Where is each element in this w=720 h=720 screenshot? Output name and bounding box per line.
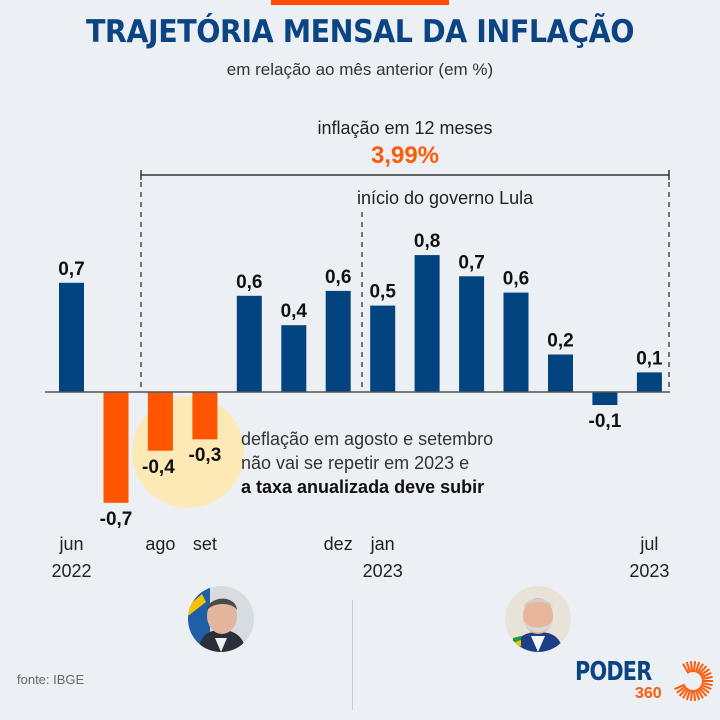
x-tick-month: jan (370, 534, 395, 554)
sun-ray (692, 689, 697, 702)
data-label: -0,4 (142, 457, 175, 478)
logo-word: PODER (575, 657, 652, 687)
lula-start-annotation: início do governo Lula (357, 188, 534, 208)
sun-ray (699, 685, 710, 694)
data-label: 0,6 (503, 269, 529, 290)
sun-ray (692, 660, 697, 673)
sun-ray (694, 661, 701, 673)
x-tick-year: 2022 (51, 561, 91, 581)
bar-abr-2023 (503, 292, 529, 392)
sun-ray (698, 665, 708, 675)
bar-jan-2023 (370, 305, 396, 392)
bar-dez-2022 (325, 290, 351, 392)
data-label: 0,1 (636, 348, 663, 369)
bar-jul-2022 (103, 392, 129, 503)
bar-jun-2022 (59, 282, 84, 392)
sunburst-icon (674, 660, 713, 702)
bar-out-2022 (236, 295, 262, 392)
sun-ray (689, 689, 694, 702)
data-label: 0,8 (414, 231, 440, 252)
top-accent-bar (271, 0, 449, 5)
deflation-line-2: não vai se repetir em 2023 e (241, 453, 470, 473)
deflation-annotation: deflação em agosto e setembro não vai se… (241, 427, 493, 499)
sun-ray (682, 688, 690, 699)
sun-ray (698, 687, 708, 697)
bar-jun-2023 (592, 392, 618, 405)
sun-ray (701, 675, 713, 681)
sun-ray (696, 663, 704, 674)
data-label: -0,1 (589, 411, 622, 432)
data-label: 0,6 (325, 267, 351, 288)
sun-ray (696, 688, 704, 699)
data-label: 0,6 (236, 272, 262, 293)
x-tick-month: jul (639, 534, 658, 554)
government-divider (352, 600, 353, 710)
inflation-12m-label: inflação em 12 meses (317, 118, 493, 138)
data-label: 0,7 (58, 259, 84, 280)
bar-ago-2022 (147, 392, 173, 451)
bar-jul-2023 (636, 372, 662, 392)
deflation-line-1: deflação em agosto e setembro (241, 429, 494, 449)
sun-ray (674, 683, 686, 691)
x-tick-month: set (193, 534, 217, 554)
data-label: 0,2 (547, 331, 573, 352)
x-tick-month: dez (324, 534, 353, 554)
x-tick-year: 2023 (363, 561, 403, 581)
inflation-12m-value: 3,99% (370, 142, 440, 169)
bar-fev-2023 (414, 255, 440, 392)
data-label: -0,3 (189, 445, 222, 466)
data-label: 0,5 (369, 282, 396, 303)
sun-ray (685, 661, 692, 673)
bar-nov-2022 (281, 325, 307, 392)
sun-ray (700, 671, 712, 679)
sun-ray (676, 685, 687, 694)
sun-ray (685, 689, 692, 701)
sun-ray (701, 681, 713, 687)
sun-ray (694, 689, 701, 701)
source-note: fonte: IBGE (17, 672, 85, 687)
bar-set-2022 (192, 392, 218, 440)
deflation-line-3: a taxa anualizada deve subir (241, 477, 485, 497)
page-subtitle: em relação ao mês anterior (em %) (226, 60, 494, 79)
sun-ray (699, 668, 710, 677)
bar-mar-2023 (459, 276, 485, 392)
poder360-logo: PODER 360 (575, 657, 715, 707)
x-tick-year: 2023 (629, 561, 669, 581)
data-label: 0,7 (458, 252, 484, 273)
data-label: 0,4 (281, 301, 308, 322)
sun-ray (682, 663, 690, 674)
sun-ray (678, 687, 688, 697)
x-tick-month: ago (145, 534, 175, 554)
sun-ray (689, 660, 694, 673)
x-tick-month: jun (58, 534, 83, 554)
bar-mai-2023 (548, 354, 573, 392)
sun-ray (700, 683, 712, 691)
data-label: -0,7 (100, 509, 133, 530)
page-title: TRAJETÓRIA MENSAL DA INFLAÇÃO (85, 14, 635, 50)
logo-number: 360 (635, 685, 662, 702)
lula-portrait (505, 586, 571, 652)
bolsonaro-portrait (188, 586, 254, 652)
twelve-month-bracket (140, 170, 670, 392)
